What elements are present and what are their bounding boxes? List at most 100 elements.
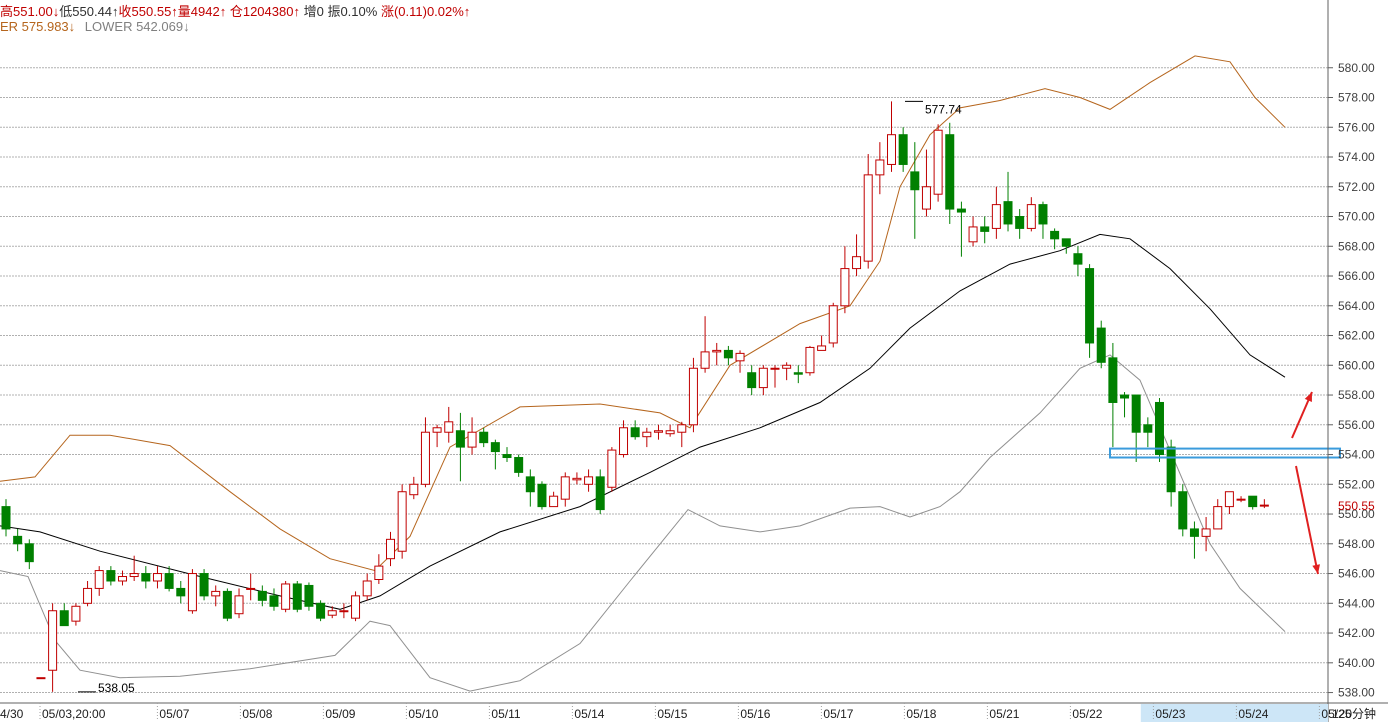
low-value: 低550.44↑ [59, 4, 119, 19]
candle-body [327, 610, 337, 616]
x-axis-highlight [1140, 704, 1328, 722]
bollinger-info-bar: ER 575.983↓ LOWER 542.069↓ [0, 19, 190, 35]
candle-body [1026, 204, 1036, 229]
candle-body [1224, 491, 1234, 508]
x-tick-label: 05/22 [1072, 707, 1102, 721]
candle-body [24, 543, 34, 563]
candle-body [584, 476, 594, 485]
x-tick-label: 05/03,20:00 [42, 707, 106, 721]
candle-body [1061, 238, 1071, 247]
candle-body [1189, 528, 1199, 537]
y-tick-label: 558.00 [1338, 388, 1375, 402]
candle-body [1213, 506, 1223, 530]
candle-body [770, 367, 780, 370]
candle-body [281, 583, 291, 610]
candle-body [1259, 504, 1269, 507]
candle-body [199, 573, 209, 597]
candle-body [176, 587, 186, 597]
x-tick-label: 05/24 [1238, 707, 1268, 721]
candle-body [420, 431, 430, 485]
y-tick-label: 550.00 [1338, 507, 1375, 521]
high-value: 高551.00↓ [0, 4, 60, 19]
candle-body [910, 171, 920, 191]
candle-body [1050, 230, 1060, 240]
candle-body [758, 367, 768, 389]
candle-body [805, 346, 815, 374]
candle-body [13, 535, 23, 545]
change-value: 涨(0.11)0.02%↑ [380, 4, 471, 19]
y-tick-label: 548.00 [1338, 537, 1375, 551]
candle-body [118, 576, 128, 582]
candle-body [304, 584, 314, 607]
candle-body [164, 573, 174, 589]
candle-body [141, 573, 151, 582]
candle-body [1178, 491, 1188, 530]
candle-body [374, 565, 384, 581]
arrow-down-head [1312, 564, 1320, 574]
candle-body [607, 449, 617, 488]
candle-body [619, 427, 629, 456]
candle-body [782, 364, 792, 369]
candle-body [514, 457, 524, 473]
candle-body [152, 573, 162, 582]
resistance-zone-box [1109, 447, 1341, 459]
candle-body [467, 431, 477, 448]
candle-body [83, 587, 93, 604]
candle-body [630, 427, 640, 438]
x-tick-label: 05/07 [159, 707, 189, 721]
x-tick-label: 05/18 [906, 707, 936, 721]
candle-body [1015, 216, 1025, 229]
candle-body [549, 495, 559, 508]
volume-value: 量4942↑ [177, 4, 227, 19]
candle-body [793, 372, 803, 375]
candle-body [432, 427, 442, 433]
x-tick-label: 4/30 [0, 707, 24, 721]
candle-body [665, 430, 675, 435]
candle-body [840, 268, 850, 307]
candle-body [444, 421, 454, 433]
candle-body [1120, 394, 1130, 399]
y-tick-label: 540.00 [1338, 656, 1375, 670]
y-tick-label: 554.00 [1338, 448, 1375, 462]
candle-body [222, 590, 232, 619]
candle-body [269, 595, 279, 607]
y-tick-label: 544.00 [1338, 596, 1375, 610]
grid-lines [0, 67, 1328, 694]
candle-body [187, 573, 197, 612]
candle-body [1143, 424, 1153, 433]
y-tick-label: 566.00 [1338, 269, 1375, 283]
y-tick-label: 560.00 [1338, 358, 1375, 372]
candle-body [688, 367, 698, 426]
y-tick-label: 552.00 [1338, 477, 1375, 491]
y-tick-label: 572.00 [1338, 180, 1375, 194]
candle-body [723, 349, 733, 359]
candle-body [234, 595, 244, 615]
candle-body [560, 476, 570, 500]
candle-body [863, 174, 873, 262]
candle-body [898, 134, 908, 165]
candle-body [980, 226, 990, 232]
candle-body [875, 159, 885, 176]
y-tick-label: 546.00 [1338, 567, 1375, 581]
candle-body [1073, 253, 1083, 265]
candle-body [316, 602, 326, 619]
candle-body [397, 491, 407, 552]
y-tick-label: 538.00 [1338, 686, 1375, 700]
arrow-up-head [1304, 392, 1312, 402]
candle-body [1166, 446, 1176, 493]
x-tick-label: 05/23 [1155, 707, 1185, 721]
candle-body [351, 595, 361, 619]
candle-body [537, 483, 547, 508]
candle-body [700, 351, 710, 369]
annotation-label: 538.05 [98, 681, 135, 695]
y-tick-label: 570.00 [1338, 210, 1375, 224]
x-tick-label: 05/11 [491, 707, 520, 721]
x-tick-label: 05/17 [823, 707, 853, 721]
x-tick-label: 05/16 [740, 707, 770, 721]
y-tick-label: 568.00 [1338, 239, 1375, 253]
y-tick-label: 580.00 [1338, 61, 1375, 75]
candle-body [257, 590, 267, 601]
candle-body [945, 134, 955, 210]
